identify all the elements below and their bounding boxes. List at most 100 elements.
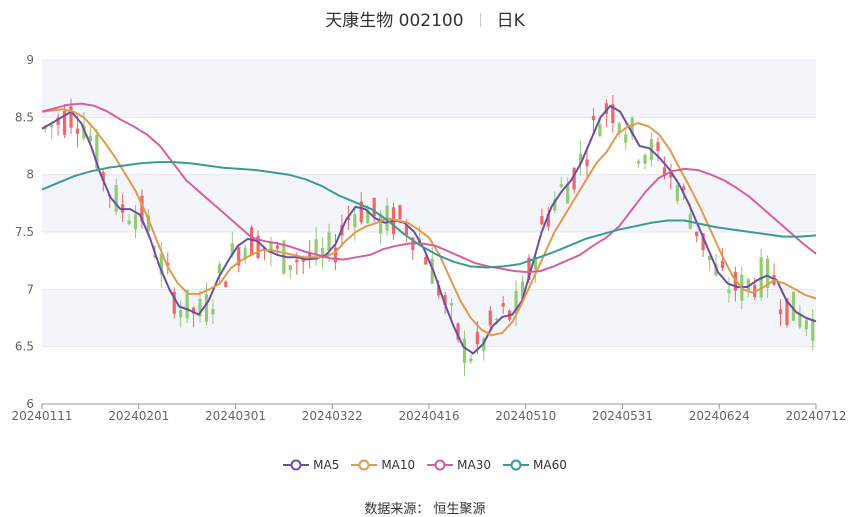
candle-body	[514, 290, 518, 314]
legend-item-ma60[interactable]: MA60	[503, 458, 567, 472]
candle-body	[785, 298, 789, 326]
legend-item-ma5[interactable]: MA5	[283, 458, 339, 472]
candle-body	[798, 313, 802, 328]
candle-body	[475, 331, 479, 345]
candle-body	[101, 172, 105, 181]
candle-body	[533, 256, 538, 270]
legend-label: MA5	[313, 458, 340, 472]
x-tick-label: 20240201	[108, 409, 169, 423]
candlestick-chart: 6 6.5 7 7.5 8 8.5 9 20240111 20240201 20240301 202…	[11, 53, 846, 423]
candle-body	[172, 291, 176, 314]
candle-body	[572, 167, 576, 190]
y-tick-label: 7	[26, 282, 34, 296]
candle-body	[198, 298, 202, 317]
legend-marker	[503, 459, 530, 471]
candle-body	[804, 320, 808, 330]
candle-body	[114, 185, 118, 212]
title-separator	[479, 13, 481, 27]
candle-body	[372, 197, 376, 217]
grid-band	[42, 174, 816, 232]
candle-body	[314, 239, 318, 261]
ma-line-ma5	[41, 104, 817, 355]
candle-body	[695, 231, 699, 237]
candle-body	[243, 247, 247, 260]
candle-body	[159, 253, 163, 275]
x-tick-label: 20240712	[785, 409, 846, 423]
candle-body	[611, 104, 615, 123]
candle-body	[275, 245, 280, 249]
candle-body	[95, 134, 99, 169]
candle-body	[449, 303, 454, 306]
candle-body	[501, 303, 505, 307]
candle-body	[791, 291, 796, 321]
candle-body	[230, 243, 234, 256]
candle-body	[559, 183, 563, 188]
candle-body	[469, 358, 473, 362]
candle-body	[50, 124, 54, 128]
legend-label: MA60	[533, 458, 567, 472]
candle-body	[727, 289, 731, 294]
candle-body	[720, 260, 725, 268]
candle-body	[675, 185, 679, 202]
candle-body	[707, 255, 712, 261]
candle-body	[327, 232, 331, 251]
candle-body	[811, 318, 815, 341]
legend-marker	[351, 459, 378, 471]
candle-body	[546, 213, 550, 227]
candle-body	[359, 201, 363, 223]
legend: MA5 MA10 MA30 MA60	[0, 458, 850, 474]
candle-body	[366, 209, 370, 224]
y-tick-label: 6	[26, 397, 34, 411]
candle-body	[237, 247, 241, 266]
candle-body	[191, 307, 196, 314]
candle-body	[637, 160, 641, 164]
legend-item-ma10[interactable]: MA10	[351, 458, 415, 472]
candle-body	[320, 248, 325, 257]
y-tick-label: 8.5	[15, 110, 34, 124]
candle-body	[578, 153, 583, 164]
legend-item-ma30[interactable]: MA30	[427, 458, 491, 472]
candle-body	[424, 256, 428, 265]
candle-body	[211, 309, 215, 315]
candle-body	[398, 205, 402, 219]
grid-band	[42, 289, 816, 347]
legend-marker	[283, 459, 310, 471]
candle-body	[404, 225, 409, 235]
candle-body	[701, 233, 705, 251]
candle-body	[256, 235, 260, 259]
candle-body	[662, 167, 667, 177]
candle-body	[495, 318, 499, 320]
y-tick-label: 6.5	[15, 340, 34, 354]
candle-body	[56, 117, 60, 125]
candle-body	[224, 281, 228, 287]
candle-body	[153, 255, 157, 257]
x-tick-label: 20240322	[302, 409, 363, 423]
candle-body	[288, 265, 292, 271]
candle-body	[437, 284, 441, 296]
chart-title: 天康生物 002100 日K	[0, 6, 850, 31]
candle-body	[146, 215, 151, 232]
candle-body	[250, 227, 254, 255]
candle-body	[430, 258, 434, 284]
candle-body	[69, 106, 73, 128]
grid-band	[42, 60, 816, 118]
candle-body	[88, 135, 92, 142]
candle-body	[75, 128, 80, 134]
candle-body	[269, 241, 273, 254]
candle-body	[488, 310, 492, 326]
candle-body	[778, 309, 783, 315]
candle-body	[540, 216, 544, 225]
candle-body	[604, 103, 608, 115]
candle-body	[630, 117, 634, 135]
candle-body	[746, 279, 750, 291]
x-tick-label: 20240624	[689, 409, 750, 423]
y-tick-label: 8	[26, 168, 34, 182]
candle-body	[353, 214, 357, 228]
candle-body	[527, 257, 531, 281]
candle-body	[553, 199, 557, 211]
x-tick-label: 20240531	[592, 409, 653, 423]
candle-body	[598, 124, 602, 137]
candle-body	[656, 142, 660, 152]
candle-body	[204, 294, 209, 322]
candle-body	[346, 217, 350, 221]
